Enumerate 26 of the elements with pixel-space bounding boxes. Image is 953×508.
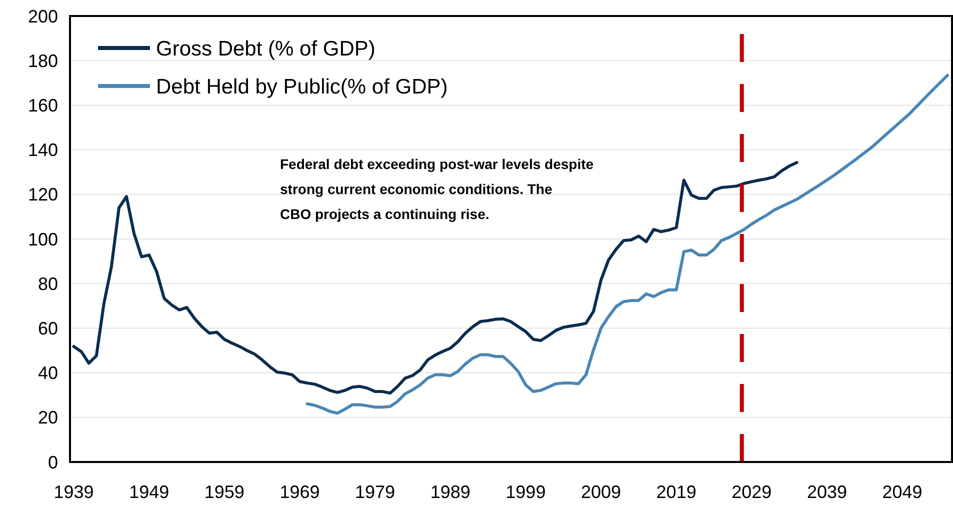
x-tick-label: 1989 <box>430 482 470 502</box>
y-tick-label: 160 <box>28 96 58 116</box>
y-tick-label: 140 <box>28 140 58 160</box>
y-tick-label: 80 <box>38 274 58 294</box>
x-tick-label: 2049 <box>882 482 922 502</box>
y-tick-label: 40 <box>38 363 58 384</box>
x-tick-label: 1939 <box>54 482 94 502</box>
y-tick-label: 180 <box>28 50 58 71</box>
y-tick-label: 0 <box>48 452 58 472</box>
annotation: Federal debt exceeding post-war levels despite strong current economic conditions. The CBO projects a continuing rise. <box>280 156 594 222</box>
x-tick-label: 2029 <box>732 482 772 502</box>
x-tick-label: 2009 <box>580 482 622 502</box>
legend-label: Debt Held by Public(% of GDP) <box>156 75 448 98</box>
x-tick-label: 2039 <box>806 482 847 502</box>
y-tick-label: 60 <box>38 318 58 338</box>
x-tick-label: 1949 <box>129 482 170 502</box>
x-tick-label: 1979 <box>355 482 396 502</box>
y-tick-label: 100 <box>28 229 58 250</box>
legend-label: Gross Debt (% of GDP) <box>156 37 376 60</box>
x-tick-label: 1999 <box>506 482 546 502</box>
x-tick-label: 1959 <box>204 482 244 502</box>
y-tick-label: 120 <box>28 184 58 205</box>
x-tick-label: 2019 <box>656 482 696 502</box>
y-tick-label: 20 <box>38 408 58 428</box>
y-tick-label: 200 <box>28 6 58 26</box>
x-tick-label: 1969 <box>280 482 320 502</box>
